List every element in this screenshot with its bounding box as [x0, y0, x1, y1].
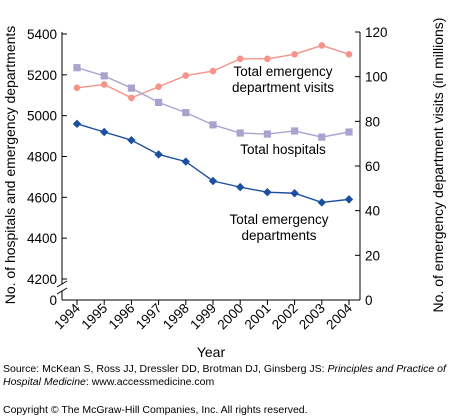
- x-tick-label: 1998: [160, 301, 192, 333]
- source-prefix: Source: McKean S, Ross JJ, Dressler DD, …: [3, 363, 328, 375]
- data-point: [209, 67, 217, 75]
- left-tick-label: 4600: [27, 190, 57, 205]
- x-axis-ticks: 1994199519961997199819992000200120022003…: [51, 300, 355, 332]
- source-suffix: : www.accessmedicine.com: [85, 376, 215, 388]
- data-point: [208, 176, 218, 186]
- data-point: [72, 119, 82, 129]
- data-point: [318, 42, 326, 49]
- data-point: [127, 84, 135, 92]
- source-title: Principles and Practice of Hospital Medi…: [3, 363, 446, 388]
- x-tick-label: 2004: [323, 300, 355, 332]
- data-point: [73, 84, 81, 92]
- left-axis-ticks: 4200 4400 4600 4800 5000 5200 5400 0: [27, 27, 67, 308]
- x-tick-label: 2000: [214, 301, 246, 333]
- right-tick-label: 20: [365, 248, 380, 263]
- data-point: [100, 72, 108, 80]
- annotation-label: departments: [241, 228, 316, 243]
- data-point: [317, 198, 326, 207]
- right-tick-label: 80: [365, 114, 380, 129]
- annotation-label: Total hospitals: [240, 142, 326, 157]
- data-point: [318, 133, 326, 141]
- x-tick-label: 1996: [106, 301, 138, 333]
- x-tick-label: 2001: [242, 301, 274, 333]
- data-point: [290, 189, 299, 198]
- data-point: [100, 81, 108, 88]
- copyright-note: Copyright © The McGraw-Hill Companies, I…: [3, 404, 308, 416]
- data-point: [264, 55, 271, 63]
- data-point: [127, 135, 136, 145]
- data-point: [73, 64, 81, 72]
- data-point: [128, 94, 135, 102]
- data-point: [182, 72, 190, 79]
- data-point: [344, 195, 354, 204]
- data-point: [263, 188, 272, 197]
- data-point: [154, 150, 163, 159]
- data-point: [236, 129, 244, 137]
- x-tick-label: 1999: [187, 301, 219, 333]
- series-1: [73, 64, 353, 141]
- series-layer: [72, 42, 354, 207]
- x-tick-label: 1997: [133, 301, 165, 333]
- right-tick-label: 100: [365, 70, 388, 85]
- right-tick-label: 40: [365, 204, 380, 219]
- left-tick-label: 4200: [27, 272, 57, 287]
- right-tick-label: 120: [365, 25, 388, 40]
- x-tick-label: 2003: [296, 301, 328, 333]
- data-point: [236, 55, 244, 63]
- left-axis-title: No. of hospitals and emergency departmen…: [2, 26, 18, 305]
- x-axis-title: Year: [197, 344, 226, 360]
- right-tick-label: 60: [365, 159, 380, 174]
- annotation-label: Total emergency: [229, 212, 328, 227]
- annotation-label: Total emergency: [233, 64, 332, 79]
- data-point: [209, 121, 217, 129]
- data-point: [345, 51, 353, 58]
- series-line: [76, 123, 350, 204]
- source-note: Source: McKean S, Ross JJ, Dressler DD, …: [3, 363, 453, 389]
- data-point: [291, 51, 298, 58]
- left-tick-label: 4800: [27, 150, 57, 165]
- left-tick-label-zero: 0: [49, 293, 57, 308]
- left-tick-label: 4400: [27, 231, 57, 246]
- right-axis-ticks: 0 20 40 60 80 100 120: [355, 25, 388, 308]
- right-axis-title: No. of emergency department visits (in m…: [430, 18, 446, 313]
- data-point: [181, 157, 190, 166]
- data-point: [155, 98, 163, 106]
- data-point: [100, 127, 109, 137]
- data-point: [345, 128, 353, 136]
- x-tick-label: 2002: [269, 301, 301, 333]
- left-tick-label: 5400: [27, 27, 57, 42]
- chart: 4200 4400 4600 4800 5000 5200 5400 0 0 20 40 60 80 1…: [2, 18, 446, 360]
- axis-break-mark: [56, 287, 68, 295]
- right-tick-label: 0: [365, 293, 373, 308]
- left-tick-label: 5200: [27, 68, 57, 83]
- x-tick-label: 1995: [78, 301, 110, 333]
- annotation-label: department visits: [232, 80, 334, 95]
- left-tick-label: 5000: [27, 109, 57, 124]
- data-point: [155, 83, 162, 91]
- data-point: [263, 130, 271, 138]
- data-point: [291, 127, 299, 135]
- series-0: [73, 42, 353, 102]
- data-point: [236, 182, 245, 192]
- data-point: [182, 109, 190, 117]
- series-2: [72, 119, 354, 207]
- axis-break-mark: [56, 280, 68, 288]
